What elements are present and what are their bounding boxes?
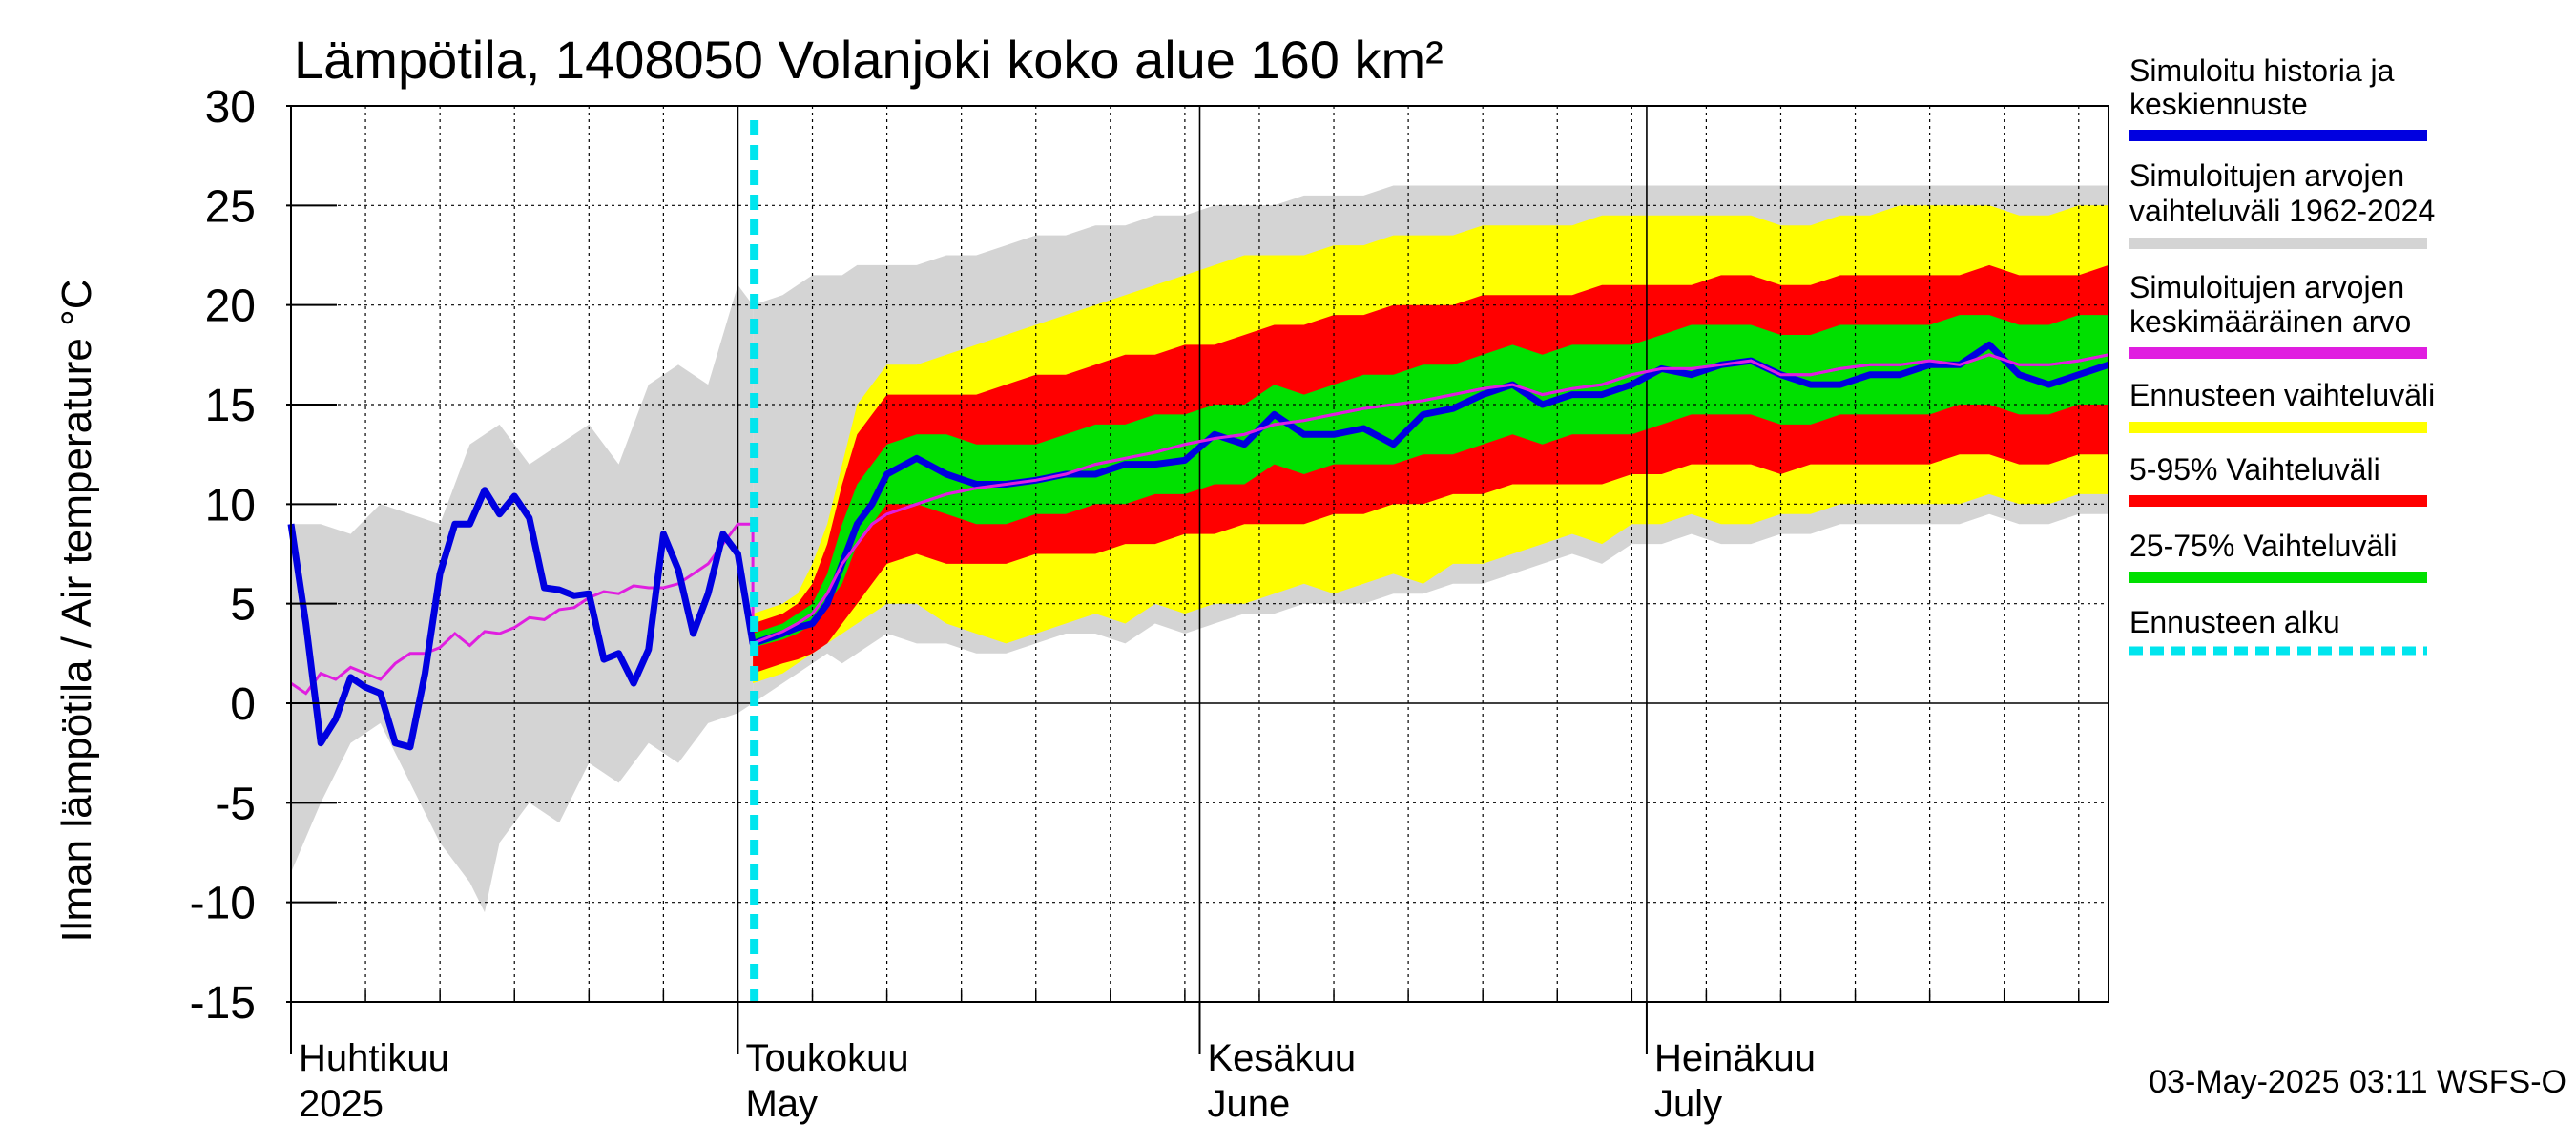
history-range-band <box>291 284 754 913</box>
month-label: Heinäkuu <box>1654 1037 1816 1079</box>
month-label: Toukokuu <box>745 1037 908 1079</box>
legend-label-line2: vaihteluväli 1962-2024 <box>2129 194 2435 228</box>
month-sublabel: 2025 <box>299 1083 384 1125</box>
y-tick-label: 10 <box>205 480 256 531</box>
legend-label: Simuloitujen arvojen <box>2129 270 2404 304</box>
y-tick-label: -10 <box>190 879 256 929</box>
y-tick-label: 20 <box>205 281 256 332</box>
y-tick-label: 5 <box>230 580 256 631</box>
mean-line-overlay <box>752 353 2109 645</box>
legend-label-line2: keskiennuste <box>2129 87 2308 121</box>
y-tick-label: 15 <box>205 381 256 431</box>
month-sublabel: June <box>1208 1083 1291 1125</box>
legend-label: Simuloitujen arvojen <box>2129 158 2404 193</box>
month-label: Huhtikuu <box>299 1037 449 1079</box>
month-sublabel: May <box>745 1083 818 1125</box>
range-bands <box>291 185 2109 913</box>
legend-label: Simuloitu historia ja <box>2129 53 2395 88</box>
y-axis-label: Ilman lämpötila / Air temperature °C <box>53 280 100 943</box>
simulated-median-line <box>287 341 2110 751</box>
month-label: Kesäkuu <box>1208 1037 1357 1079</box>
legend-item: Ennusteen alku <box>2129 605 2427 656</box>
y-tick-label: 30 <box>205 82 256 133</box>
legend-item: 5-95% Vaihteluväli <box>2129 452 2427 507</box>
y-tick-label: -5 <box>215 779 256 829</box>
legend-label: 25-75% Vaihteluväli <box>2129 529 2397 563</box>
legend-label: Ennusteen alku <box>2129 605 2340 639</box>
series-lines <box>287 120 2110 1002</box>
axes <box>286 105 2109 1054</box>
legend-label: 5-95% Vaihteluväli <box>2129 452 2380 487</box>
y-tick-label: -15 <box>190 978 256 1029</box>
footer-timestamp: 03-May-2025 03:11 WSFS-O <box>2149 1064 2566 1100</box>
y-tick-label: 0 <box>230 679 256 730</box>
labels: Lämpötila, 1408050 Volanjoki koko alue 1… <box>53 30 2566 1125</box>
legend: Simuloitu historia jakeskiennusteSimuloi… <box>2129 53 2435 656</box>
chart-title: Lämpötila, 1408050 Volanjoki koko alue 1… <box>294 30 1444 90</box>
legend-item: 25-75% Vaihteluväli <box>2129 529 2427 583</box>
legend-label: Ennusteen vaihteluväli <box>2129 378 2435 412</box>
y-tick-label: 25 <box>205 181 256 232</box>
legend-label-line2: keskimääräinen arvo <box>2129 304 2411 339</box>
month-sublabel: July <box>1654 1083 1722 1125</box>
legend-item: Ennusteen vaihteluväli <box>2129 378 2435 433</box>
grid <box>291 106 2109 1002</box>
p25-p75-band <box>753 315 2109 648</box>
